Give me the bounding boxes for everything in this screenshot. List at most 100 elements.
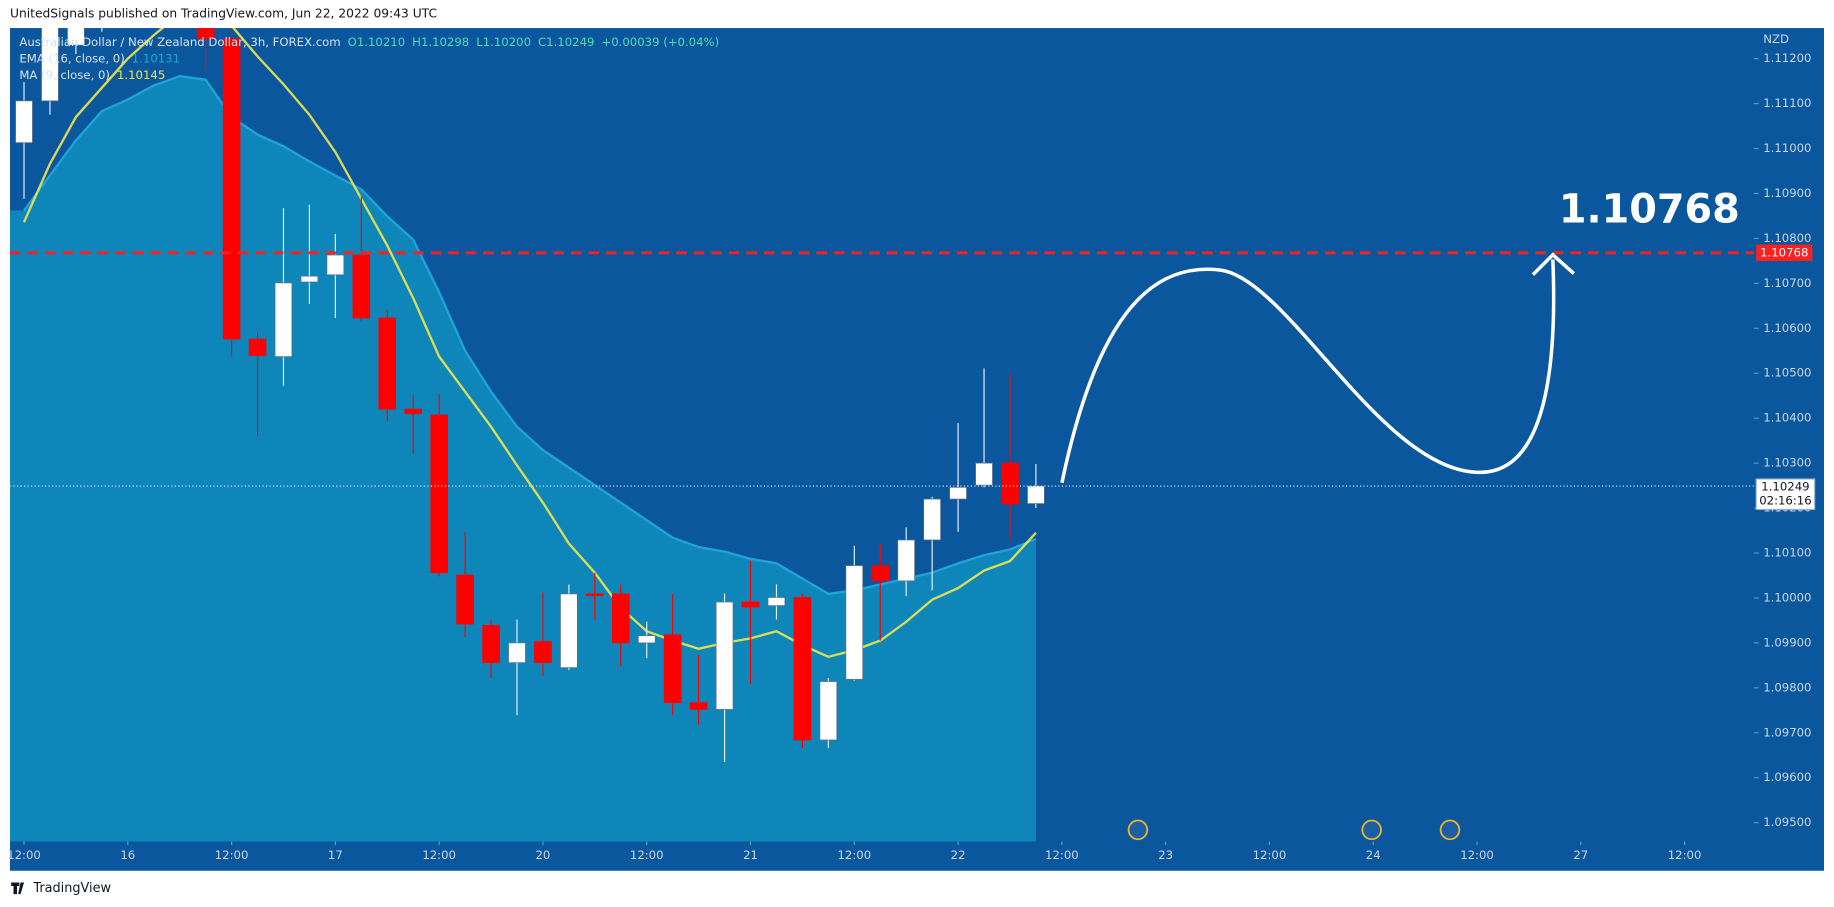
x-tick-label: 12:00 [1253, 848, 1287, 862]
candle-body [586, 593, 604, 597]
indicator-value: 1.10131 [132, 51, 180, 65]
candle-body [663, 634, 682, 704]
x-tick-label: 12:00 [1045, 848, 1079, 862]
candle-body [793, 597, 812, 741]
candle-body [274, 282, 293, 357]
candle-body [508, 642, 526, 664]
target-axis-label: 1.10768 [1760, 245, 1808, 259]
indicator-line [23, 74, 1037, 596]
brand-logo [11, 882, 25, 895]
forecast-curve [1060, 259, 1556, 484]
y-tick-label: 1.10700 [1763, 276, 1811, 290]
x-tick-label: 17 [328, 848, 343, 862]
y-tick-label: 1.10800 [1763, 231, 1811, 245]
y-tick-label: 1.10000 [1763, 590, 1811, 604]
candle-body [871, 565, 890, 582]
candle-body [482, 625, 500, 664]
y-tick-label: 1.09700 [1763, 725, 1811, 739]
y-tick-label: 1.09500 [1763, 815, 1811, 829]
x-tick-label: 16 [120, 848, 135, 862]
x-tick-label: 12:00 [1460, 848, 1494, 862]
price-label-box [1755, 478, 1816, 510]
indicator-legend: EMA (16, close, 0) 1.10131 [19, 51, 180, 65]
y-tick-label: 1.10600 [1763, 321, 1811, 335]
x-tick-label: 24 [1366, 848, 1381, 862]
event-icon[interactable] [1361, 819, 1382, 841]
candle-body [715, 601, 734, 710]
candle-body [819, 681, 838, 741]
x-tick-label: 20 [536, 848, 551, 862]
x-tick-label: 12:00 [215, 848, 249, 862]
candle-body [41, 28, 59, 102]
y-tick-label: 1.11100 [1763, 96, 1811, 110]
indicator-legend: MA (9, close, 0) 1.10145 [19, 67, 165, 81]
target-big-label: 1.10768 [1559, 186, 1740, 232]
x-tick-label: 12:00 [1668, 848, 1702, 862]
overlay: 1.09500 1.09600 1.09700 1.09800 1.09900 1.100… [7, 35, 1816, 862]
y-tick-label: 1.10400 [1763, 411, 1811, 425]
candle-body [560, 593, 578, 668]
candle-body [689, 702, 708, 710]
ema-area [10, 76, 1036, 842]
brand-name: TradingView [32, 881, 111, 896]
y-tick-label: 1.09600 [1763, 770, 1811, 784]
event-icon[interactable] [1439, 819, 1461, 841]
legend-stat: C1.10249 [538, 35, 594, 49]
plot-area [10, 0, 1045, 842]
candle-body [456, 574, 474, 625]
candle-body [300, 275, 319, 283]
event-icons [1127, 819, 1461, 841]
candle-body [326, 254, 345, 276]
candle-body [923, 498, 941, 541]
candle-body [119, 0, 136, 5]
candle-body [845, 565, 864, 680]
legend-title: Australian Dollar / New Zealand Dollar, … [19, 35, 719, 49]
y-axis-unit: NZD [1763, 32, 1789, 46]
x-tick-label: 12:00 [630, 848, 664, 862]
candle-body [15, 100, 33, 144]
forecast-arrowhead [1531, 252, 1576, 276]
y-tick-label: 1.09800 [1763, 680, 1811, 694]
brand: TradingView [11, 881, 111, 896]
publish-header: UnitedSignals published on TradingView.c… [10, 7, 437, 21]
legend-stat: +0.00039 (+0.04%) [601, 35, 719, 49]
candle-body [352, 254, 371, 319]
candle-body [1001, 462, 1019, 505]
candle-body [196, 28, 215, 40]
candle-body [145, 0, 162, 4]
candle-body [222, 38, 241, 340]
indicator-name: EMA (16, close, 0) [19, 51, 124, 65]
price-axis-label: 1.10249 [1761, 480, 1809, 494]
x-tick-label: 22 [951, 848, 966, 862]
x-tick-label: 12:00 [837, 848, 871, 862]
indicator-name: MA (9, close, 0) [19, 67, 110, 81]
target-label-box [1756, 244, 1813, 261]
candle-body [741, 601, 760, 608]
x-tick-label: 12:00 [422, 848, 456, 862]
candle-body [430, 414, 448, 574]
x-tick-label: 27 [1573, 848, 1588, 862]
candle-body [611, 593, 630, 644]
price-countdown: 02:16:16 [1759, 494, 1811, 508]
candle-body [248, 338, 267, 357]
event-icon[interactable] [1127, 819, 1149, 841]
x-tick-label: 12:00 [7, 848, 41, 862]
legend-stat: L1.10200 [476, 35, 531, 49]
candle-body [637, 635, 656, 644]
y-tick-label: 1.11200 [1763, 51, 1811, 65]
x-tick-label: 21 [743, 848, 758, 862]
candle-body [534, 641, 552, 664]
candle-body [897, 539, 915, 582]
indicator-value: 1.10145 [117, 67, 165, 81]
x-tick-label: 23 [1158, 848, 1173, 862]
y-tick-label: 1.11000 [1763, 141, 1811, 155]
candle-body [1027, 485, 1045, 504]
y-tick-label: 1.10900 [1763, 186, 1811, 200]
candle-body [67, 28, 85, 46]
candle-body [949, 487, 967, 500]
legend-title-text: Australian Dollar / New Zealand Dollar, … [19, 35, 340, 49]
indicator-line [22, 28, 1037, 659]
y-tick-label: 1.10500 [1763, 366, 1811, 380]
